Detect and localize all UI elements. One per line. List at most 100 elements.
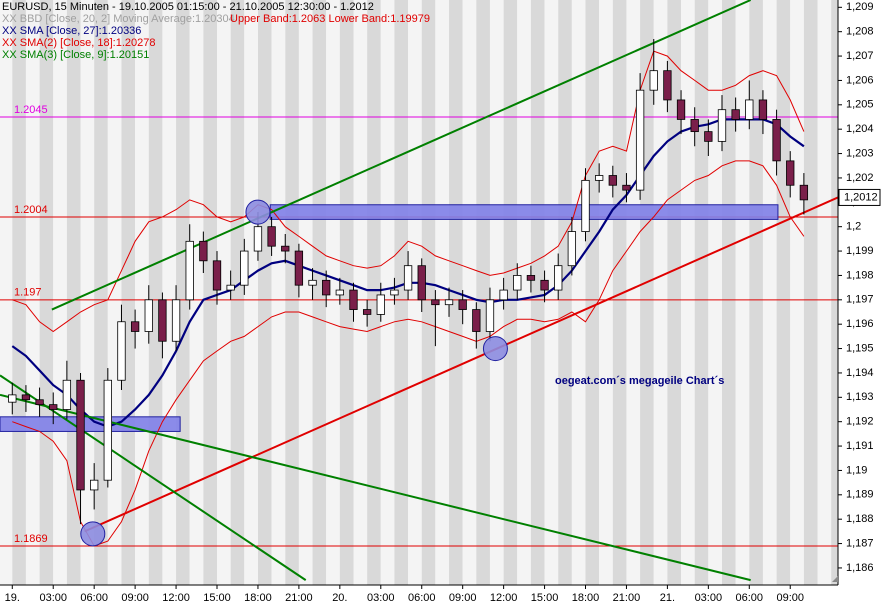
level-label: 1.197 — [14, 287, 42, 299]
candle-body — [335, 289, 344, 296]
candle-body — [21, 394, 31, 401]
candle-body — [117, 321, 126, 381]
candle-body — [103, 379, 112, 481]
stripe — [667, 0, 682, 585]
chart-title: EURUSD, 15 Minuten - 19.10.2005 01:15:00… — [2, 1, 374, 13]
stripe — [749, 0, 763, 585]
candle-body — [676, 99, 686, 120]
candle-body — [253, 226, 263, 252]
stripe — [489, 0, 504, 585]
x-tick-label: 09:00 — [449, 592, 477, 604]
stripe — [135, 0, 149, 585]
y-tick-label: 1,198 — [846, 269, 874, 281]
stripe — [380, 0, 395, 585]
indicator-line — [12, 50, 805, 333]
x-tick-label: 06:00 — [736, 592, 764, 604]
candle-body — [281, 245, 290, 252]
stripe — [681, 0, 695, 585]
x-tick-label: 03:00 — [367, 592, 395, 604]
candle-body — [690, 119, 699, 133]
x-tick-label: 19. — [5, 592, 20, 604]
marker-circle — [482, 336, 508, 362]
candle-body — [444, 299, 454, 306]
x-tick-label: 21:00 — [285, 592, 313, 604]
stripe — [599, 0, 613, 585]
zone-box — [269, 204, 779, 220]
y-tick-label: 1,187 — [846, 537, 874, 549]
resize-grip — [832, 576, 838, 582]
stripe — [39, 0, 54, 585]
candle-body — [226, 284, 235, 291]
stripe — [708, 0, 722, 585]
candle-body — [772, 119, 781, 162]
x-tick-label: 18:00 — [244, 592, 272, 604]
x-tick-label: 20. — [332, 592, 347, 604]
stripe — [544, 0, 559, 585]
y-tick-label: 1,194 — [846, 367, 874, 379]
x-tick-label: 03:00 — [695, 592, 723, 604]
candle-body — [731, 109, 740, 120]
stripe — [394, 0, 409, 585]
candle-body — [62, 379, 72, 410]
stripe — [12, 0, 26, 585]
stripe — [503, 0, 518, 585]
stripe — [0, 0, 13, 585]
candle-body — [581, 179, 590, 232]
y-tick-label: 1,192 — [846, 416, 874, 428]
candle-body — [390, 289, 399, 296]
stripe — [517, 0, 531, 585]
stripe — [612, 0, 627, 585]
stripe — [762, 0, 777, 585]
stripe — [339, 0, 354, 585]
stripe — [121, 0, 136, 585]
candle-body — [431, 299, 440, 306]
y-tick-label: 1,188 — [846, 513, 874, 525]
candle-body — [717, 109, 727, 142]
candle-body — [49, 404, 58, 410]
y-tick-label: 1,197 — [846, 294, 874, 306]
y-tick-label: 1,202 — [846, 172, 874, 184]
trend-line — [51, 0, 752, 311]
stripe — [530, 0, 545, 585]
y-tick-label: 1,206 — [846, 74, 874, 86]
y-tick-label: 1,204 — [846, 123, 874, 135]
legend-entry: XX BBD [Close, 20, 2] Moving Average:1.2… — [2, 13, 235, 25]
stripe — [244, 0, 258, 585]
stripe — [66, 0, 81, 585]
candle-body — [322, 279, 331, 296]
indicator-line — [12, 160, 805, 547]
stripe — [585, 0, 600, 585]
last-price-label: 1,2012 — [844, 191, 878, 203]
stripe — [353, 0, 368, 585]
x-tick-label: 09:00 — [121, 592, 149, 604]
candle-body — [540, 279, 549, 291]
stripe — [421, 0, 436, 585]
stripe — [298, 0, 313, 585]
candle-body — [485, 299, 495, 332]
stripe — [94, 0, 108, 585]
x-tick-label: 12:00 — [490, 592, 518, 604]
candle-body — [417, 265, 426, 301]
candle-body — [349, 289, 358, 310]
candle-body — [567, 231, 577, 267]
candle-body — [35, 399, 44, 406]
y-tick-label: 1,195 — [846, 342, 874, 354]
y-tick-label: 1,189 — [846, 489, 874, 501]
y-tick-label: 1,193 — [846, 391, 874, 403]
candle-body — [267, 226, 276, 247]
stripe — [803, 0, 818, 585]
candle-body — [376, 294, 385, 315]
plot-area: 1.2045 1.2004 1.197 1.1869 — [0, 0, 838, 582]
y-tick-label: 1,196 — [846, 318, 874, 330]
stripe — [435, 0, 450, 585]
stripe — [312, 0, 327, 585]
candle-body — [554, 265, 563, 291]
candle-body — [745, 99, 754, 120]
stripe — [558, 0, 572, 585]
candle-body — [472, 309, 481, 332]
candle-body — [171, 299, 181, 342]
y-tick-label: 1,205 — [846, 99, 874, 111]
marker-circle — [80, 521, 106, 547]
y-tick-label: 1,191 — [846, 440, 874, 452]
